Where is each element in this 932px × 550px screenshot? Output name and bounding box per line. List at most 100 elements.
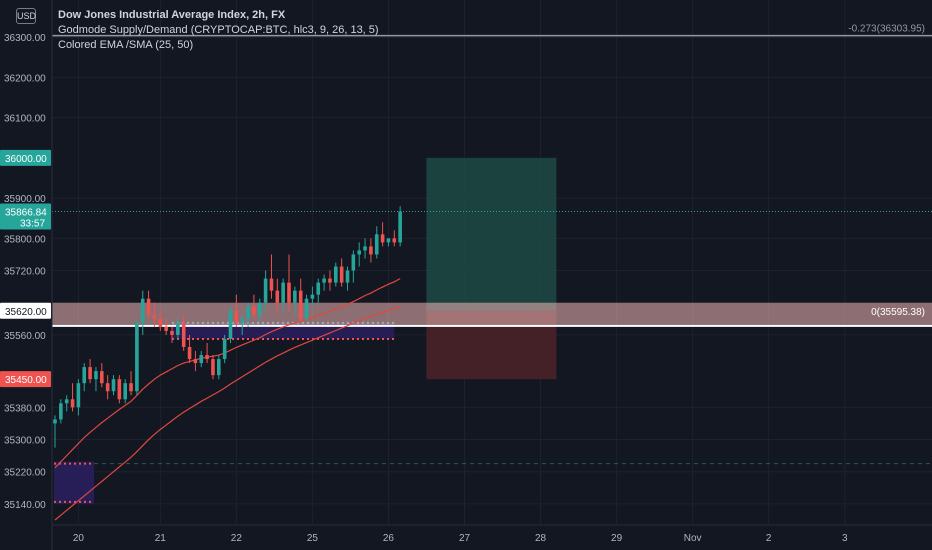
price-axis-label: 35560.00 [4, 331, 46, 342]
godmode-zone-box [172, 322, 395, 339]
time-axis-label: 3 [842, 533, 848, 544]
time-axis-label: 25 [307, 533, 319, 544]
candle-body [386, 238, 391, 243]
time-axis-label: 29 [611, 533, 623, 544]
time-axis-label: 28 [535, 533, 547, 544]
candle-body [351, 254, 356, 271]
candle-body [293, 290, 297, 303]
candle-body [176, 322, 180, 335]
candle-body [322, 278, 326, 283]
candle-body [199, 355, 204, 364]
candle-body [152, 314, 157, 319]
candle-body [398, 211, 402, 243]
time-axis-label: 20 [73, 533, 85, 544]
fib-label-zero: 0(35595.38) [871, 307, 925, 318]
candle-body [310, 294, 315, 299]
price-axis-label: 35380.00 [4, 403, 46, 414]
candle-body [164, 326, 168, 331]
candle-body [170, 330, 174, 335]
candle-body [129, 383, 133, 392]
price-tag-label: 36000.00 [5, 154, 47, 165]
candle-body [205, 355, 209, 360]
candle-body [240, 318, 244, 323]
ema-line [54, 278, 401, 469]
candle-body [275, 290, 280, 303]
price-tag [0, 203, 51, 230]
countdown-label: 33:57 [20, 218, 45, 229]
candle-body [158, 318, 163, 327]
chart-legend: Dow Jones Industrial Average Index, 2h, … [58, 8, 379, 53]
time-axis-label: 2 [766, 533, 772, 544]
candle-body [246, 306, 250, 319]
price-axis-label: 36200.00 [4, 73, 46, 84]
price-axis-label: 35800.00 [4, 234, 46, 245]
candle-body [100, 371, 104, 384]
demand-zone-box [54, 461, 94, 504]
price-tag-label: 35450.00 [5, 375, 47, 386]
currency-badge[interactable]: USD [16, 8, 36, 24]
candle-body [339, 266, 344, 283]
candle-body [287, 282, 291, 303]
time-axis-label: Nov [684, 533, 702, 544]
price-tag-label: 35620.00 [5, 307, 47, 318]
candle-body [281, 282, 285, 303]
candle-body [187, 346, 192, 360]
candle-body [105, 383, 110, 392]
candle-body [53, 419, 57, 424]
time-axis-label: 22 [231, 533, 243, 544]
candle-body [140, 298, 145, 323]
candle-body [117, 379, 122, 400]
candle-body [263, 278, 268, 303]
candle-body [123, 383, 127, 400]
candle-body [193, 359, 198, 364]
indicator-ema-sma-label[interactable]: Colored EMA /SMA (25, 50) [58, 39, 194, 51]
candle-body [111, 379, 116, 392]
candle-body [146, 298, 151, 315]
price-axis-label: 35720.00 [4, 267, 46, 278]
candle-body [269, 278, 274, 291]
price-axis-label: 35300.00 [4, 436, 46, 447]
time-axis-label: 21 [155, 533, 167, 544]
candle-body [357, 250, 361, 255]
price-axis-label: 35900.00 [4, 194, 46, 205]
candle-body [82, 367, 87, 384]
candle-body [304, 298, 309, 319]
price-tag [0, 149, 51, 166]
candle-body [181, 322, 186, 347]
candle-body [135, 322, 139, 392]
candle-body [298, 290, 303, 319]
candle-body [228, 310, 233, 339]
price-axis-label: 36300.00 [4, 33, 46, 44]
fib-label-top: -0.273(36303.95) [848, 24, 925, 35]
indicator-godmode-label[interactable]: Godmode Supply/Demand (CRYPTOCAP:BTC, hl… [58, 24, 379, 36]
candle-body [76, 383, 81, 408]
price-tag [0, 371, 51, 388]
price-axis-label: 35220.00 [4, 468, 46, 479]
candle-body [252, 306, 256, 315]
candle-body [328, 278, 332, 283]
candle-body [363, 246, 367, 251]
candle-body [334, 266, 338, 283]
supply-zone-band [52, 302, 932, 325]
sma-line [54, 305, 401, 521]
time-axis-label: 27 [459, 533, 471, 544]
candle-body [380, 234, 385, 243]
candle-body [257, 302, 262, 315]
candle-body [94, 371, 98, 380]
candle-body [70, 399, 75, 408]
price-axis-label: 36100.00 [4, 114, 46, 125]
candle-body [88, 367, 92, 380]
candle-body [217, 359, 221, 376]
symbol-title[interactable]: Dow Jones Industrial Average Index, 2h, … [58, 9, 286, 21]
candle-body [211, 359, 215, 376]
price-tag-label: 35866.84 [5, 207, 47, 218]
candle-body [345, 270, 350, 283]
price-axis-label: 35140.00 [4, 500, 46, 511]
candle-body [369, 246, 373, 255]
price-tag [0, 302, 51, 319]
candle-body [316, 282, 321, 295]
candle-body [64, 399, 69, 404]
time-axis-label: 26 [383, 533, 395, 544]
take-profit-zone [426, 157, 557, 311]
